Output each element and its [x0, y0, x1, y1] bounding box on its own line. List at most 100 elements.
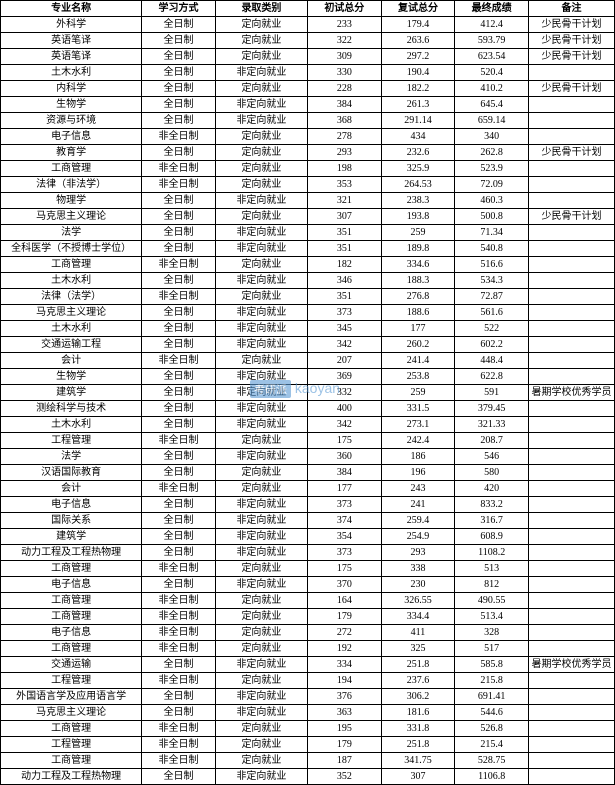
cell-21-2: 定向就业	[215, 353, 307, 369]
cell-28-6	[529, 465, 615, 481]
cell-11-0: 物理学	[1, 193, 142, 209]
table-row: 建筑学全日制非定向就业332259591暑期学校优秀学员	[1, 385, 615, 401]
cell-0-5: 412.4	[455, 17, 529, 33]
cell-41-4: 237.6	[381, 673, 455, 689]
cell-28-0: 汉语国际教育	[1, 465, 142, 481]
cell-7-3: 278	[307, 129, 381, 145]
cell-13-1: 全日制	[142, 225, 216, 241]
cell-43-6	[529, 705, 615, 721]
cell-26-0: 工程管理	[1, 433, 142, 449]
cell-4-1: 全日制	[142, 81, 216, 97]
cell-5-3: 384	[307, 97, 381, 113]
cell-34-5: 513	[455, 561, 529, 577]
cell-33-3: 373	[307, 545, 381, 561]
cell-1-4: 263.6	[381, 33, 455, 49]
cell-22-2: 非定向就业	[215, 369, 307, 385]
cell-15-1: 非全日制	[142, 257, 216, 273]
cell-34-1: 非全日制	[142, 561, 216, 577]
cell-46-1: 非全日制	[142, 753, 216, 769]
cell-29-3: 177	[307, 481, 381, 497]
cell-28-3: 384	[307, 465, 381, 481]
cell-1-3: 322	[307, 33, 381, 49]
table-row: 生物学全日制非定向就业369253.8622.8	[1, 369, 615, 385]
cell-8-3: 293	[307, 145, 381, 161]
cell-12-2: 定向就业	[215, 209, 307, 225]
cell-37-3: 179	[307, 609, 381, 625]
cell-24-4: 331.5	[381, 401, 455, 417]
cell-5-5: 645.4	[455, 97, 529, 113]
table-row: 工程管理非全日制定向就业179251.8215.4	[1, 737, 615, 753]
cell-29-6	[529, 481, 615, 497]
cell-6-4: 291.14	[381, 113, 455, 129]
admissions-table: 专业名称学习方式录取类别初试总分复试总分最终成绩备注 外科学全日制定向就业233…	[0, 0, 615, 785]
cell-34-6	[529, 561, 615, 577]
cell-16-0: 土木水利	[1, 273, 142, 289]
cell-41-3: 194	[307, 673, 381, 689]
cell-19-5: 522	[455, 321, 529, 337]
cell-26-2: 定向就业	[215, 433, 307, 449]
table-row: 工商管理非全日制定向就业164326.55490.55	[1, 593, 615, 609]
cell-31-0: 国际关系	[1, 513, 142, 529]
cell-30-2: 非定向就业	[215, 497, 307, 513]
cell-4-2: 定向就业	[215, 81, 307, 97]
table-row: 马克思主义理论全日制非定向就业363181.6544.6	[1, 705, 615, 721]
cell-45-4: 251.8	[381, 737, 455, 753]
cell-44-4: 331.8	[381, 721, 455, 737]
cell-30-6	[529, 497, 615, 513]
cell-21-0: 会计	[1, 353, 142, 369]
cell-7-1: 非全日制	[142, 129, 216, 145]
cell-14-6	[529, 241, 615, 257]
cell-41-6	[529, 673, 615, 689]
table-container: 专业名称学习方式录取类别初试总分复试总分最终成绩备注 外科学全日制定向就业233…	[0, 0, 615, 785]
cell-12-0: 马克思主义理论	[1, 209, 142, 225]
cell-37-6	[529, 609, 615, 625]
cell-19-6	[529, 321, 615, 337]
table-row: 汉语国际教育全日制定向就业384196580	[1, 465, 615, 481]
cell-17-2: 定向就业	[215, 289, 307, 305]
cell-47-5: 1106.8	[455, 769, 529, 785]
cell-6-3: 368	[307, 113, 381, 129]
cell-43-1: 全日制	[142, 705, 216, 721]
cell-7-4: 434	[381, 129, 455, 145]
cell-2-1: 全日制	[142, 49, 216, 65]
cell-5-4: 261.3	[381, 97, 455, 113]
cell-8-6: 少民骨干计划	[529, 145, 615, 161]
cell-4-5: 410.2	[455, 81, 529, 97]
cell-29-0: 会计	[1, 481, 142, 497]
cell-9-4: 325.9	[381, 161, 455, 177]
table-row: 资源与环境全日制非定向就业368291.14659.14	[1, 113, 615, 129]
cell-33-6	[529, 545, 615, 561]
cell-38-4: 411	[381, 625, 455, 641]
table-row: 法律（非法学）非全日制定向就业353264.5372.09	[1, 177, 615, 193]
cell-23-5: 591	[455, 385, 529, 401]
cell-31-5: 316.7	[455, 513, 529, 529]
cell-3-4: 190.4	[381, 65, 455, 81]
cell-42-6	[529, 689, 615, 705]
cell-6-0: 资源与环境	[1, 113, 142, 129]
table-row: 工商管理非全日制定向就业195331.8526.8	[1, 721, 615, 737]
cell-17-6	[529, 289, 615, 305]
cell-15-6	[529, 257, 615, 273]
cell-0-2: 定向就业	[215, 17, 307, 33]
cell-36-4: 326.55	[381, 593, 455, 609]
cell-1-5: 593.79	[455, 33, 529, 49]
cell-19-4: 177	[381, 321, 455, 337]
cell-44-6	[529, 721, 615, 737]
table-row: 电子信息全日制非定向就业373241833.2	[1, 497, 615, 513]
cell-13-2: 非定向就业	[215, 225, 307, 241]
cell-33-0: 动力工程及工程热物理	[1, 545, 142, 561]
cell-36-0: 工商管理	[1, 593, 142, 609]
cell-9-5: 523.9	[455, 161, 529, 177]
cell-36-3: 164	[307, 593, 381, 609]
cell-0-0: 外科学	[1, 17, 142, 33]
cell-6-6	[529, 113, 615, 129]
cell-12-1: 全日制	[142, 209, 216, 225]
cell-34-0: 工商管理	[1, 561, 142, 577]
cell-40-5: 585.8	[455, 657, 529, 673]
cell-29-5: 420	[455, 481, 529, 497]
cell-15-0: 工商管理	[1, 257, 142, 273]
cell-27-4: 186	[381, 449, 455, 465]
cell-42-3: 376	[307, 689, 381, 705]
cell-38-3: 272	[307, 625, 381, 641]
cell-44-5: 526.8	[455, 721, 529, 737]
